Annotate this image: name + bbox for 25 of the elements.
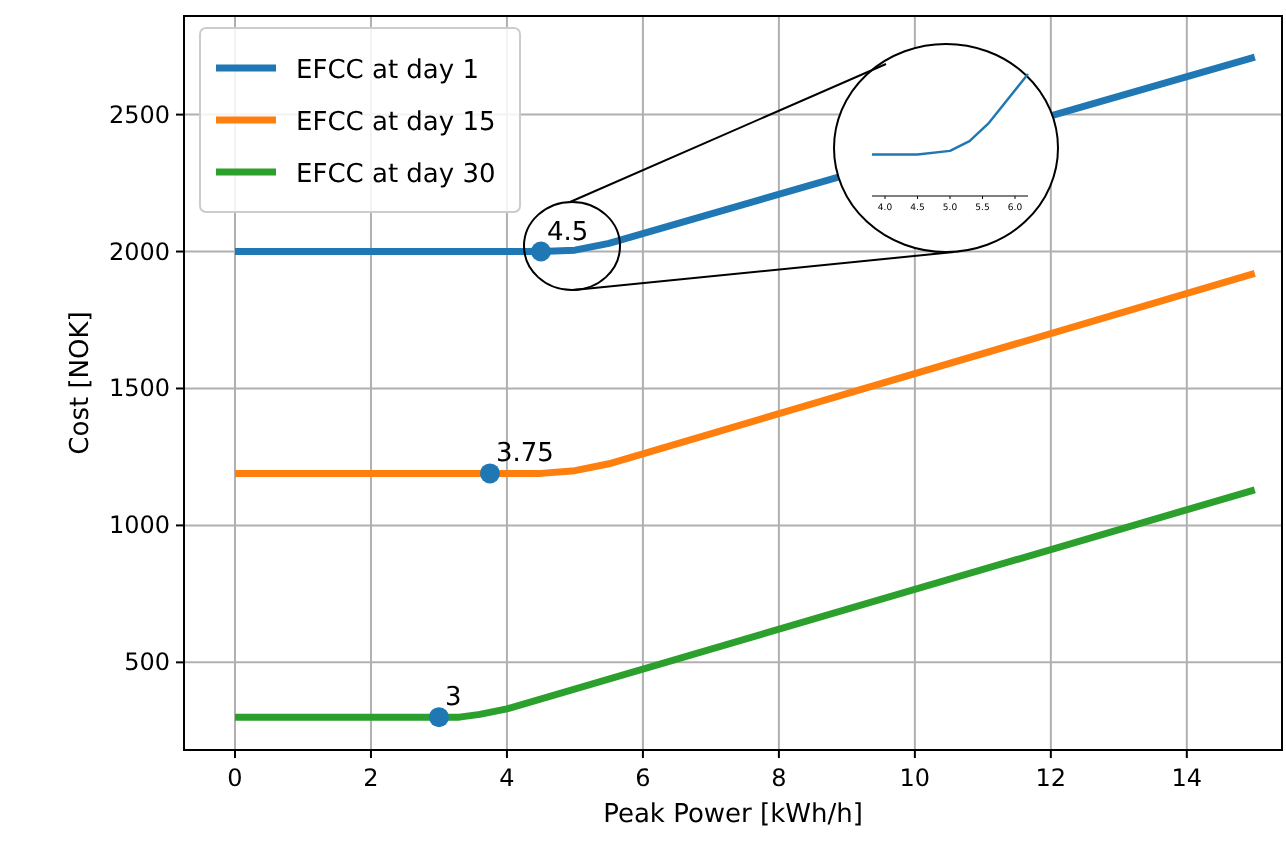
legend-label: EFCC at day 1 <box>296 56 479 86</box>
y-axis-title: Cost [NOK] <box>66 311 96 455</box>
x-tick-label: 2 <box>363 764 379 792</box>
x-axis-title: Peak Power [kWh/h] <box>603 800 863 830</box>
x-tick-label: 12 <box>1035 764 1067 792</box>
legend-label: EFCC at day 15 <box>296 108 496 138</box>
line-series <box>231 486 1259 721</box>
point <box>428 707 449 728</box>
y-tick-label: 1500 <box>108 374 170 403</box>
x-tick-label: 6 <box>635 764 651 792</box>
x-tick-label: 14 <box>1171 764 1203 792</box>
annotation: 3.75 <box>495 439 554 470</box>
y-tick-label: 2500 <box>108 100 170 129</box>
x-tick-label: 4 <box>499 764 515 792</box>
x-tick-label: 10 <box>899 764 931 792</box>
point <box>479 463 500 484</box>
y-tick-label: 1000 <box>108 511 170 540</box>
y-tick-label: 2000 <box>108 237 170 266</box>
x-tick-label: 8 <box>771 764 787 792</box>
y-tick-label: 500 <box>124 648 170 677</box>
annotation: 3 <box>444 683 462 714</box>
x-tick-label: 0 <box>227 764 243 792</box>
legend-label: EFCC at day 30 <box>296 160 496 190</box>
point <box>530 241 551 262</box>
line-series <box>231 269 1259 477</box>
